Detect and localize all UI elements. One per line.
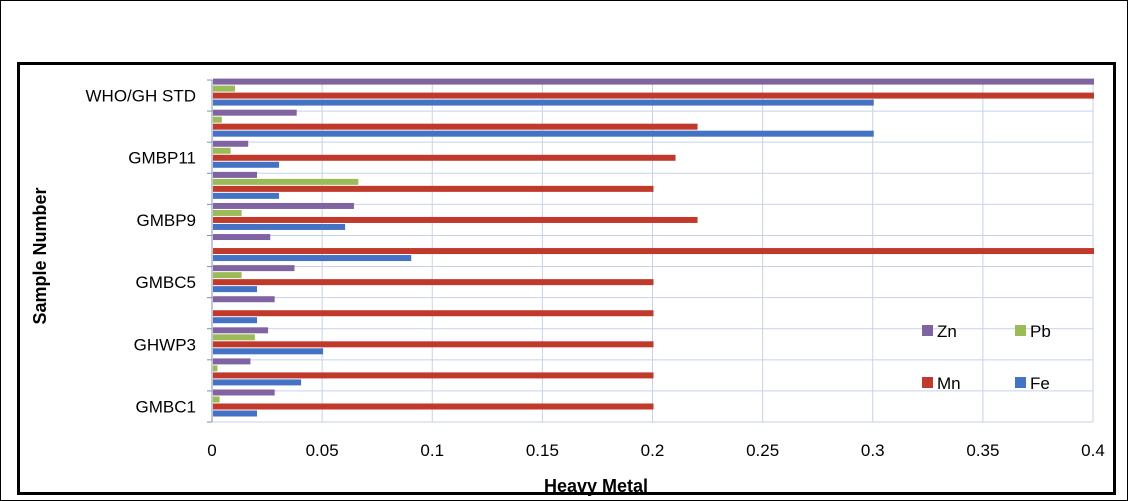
y-axis-title: Sample Number: [30, 187, 50, 324]
bar-fe: [213, 223, 346, 230]
y-tick-label: GMBP11: [128, 149, 196, 168]
y-tick-label: GMBC5: [136, 273, 196, 292]
bar-pb: [213, 334, 255, 341]
bar-zn: [213, 140, 249, 147]
bar-pb: [213, 85, 236, 92]
bar-fe: [213, 317, 258, 324]
legend-label-zn: Zn: [937, 322, 957, 341]
bar-zn: [213, 296, 275, 303]
bar-zn: [213, 109, 297, 116]
bar-zn: [213, 327, 269, 334]
legend-swatch-fe: [1015, 377, 1026, 388]
bar-fe: [213, 348, 324, 355]
bar-zn: [213, 202, 354, 209]
bar-fe: [213, 99, 874, 106]
legend-swatch-pb: [1015, 325, 1026, 336]
x-tick-label: 0.4: [1081, 441, 1105, 460]
bar-fe: [213, 410, 258, 417]
x-tick-label: 0.1: [420, 441, 444, 460]
x-tick-label: 0.2: [641, 441, 665, 460]
x-tick-label: 0.3: [861, 441, 885, 460]
bar-mn: [213, 341, 654, 348]
bar-mn: [213, 310, 654, 317]
x-tick-label: 0.35: [966, 441, 999, 460]
bar-zn: [213, 389, 275, 396]
bar-pb: [213, 116, 222, 123]
bar-fe: [213, 130, 874, 137]
bar-mn: [213, 248, 1094, 255]
bar-pb: [213, 209, 242, 216]
legend-label-mn: Mn: [937, 374, 961, 393]
bar-mn: [213, 372, 654, 379]
bar-fe: [213, 161, 280, 168]
bar-pb: [213, 272, 242, 279]
legend-swatch-mn: [922, 377, 933, 388]
bars: [213, 78, 1094, 417]
bar-mn: [213, 403, 654, 410]
x-tick-label: 0: [207, 441, 216, 460]
bar-pb: [213, 147, 231, 154]
y-tick-label: GHWP3: [134, 335, 196, 354]
bar-fe: [213, 255, 412, 262]
axes: [207, 79, 213, 423]
bar-mn: [213, 185, 654, 192]
bar-mn: [213, 279, 654, 286]
bar-fe: [213, 379, 302, 386]
bar-pb: [213, 396, 220, 403]
bar-zn: [213, 358, 251, 365]
legend-label-fe: Fe: [1030, 374, 1050, 393]
legend-label-pb: Pb: [1030, 322, 1051, 341]
bar-zn: [213, 171, 258, 178]
bar-fe: [213, 286, 258, 293]
bar-mn: [213, 216, 698, 223]
x-tick-label: 0.25: [746, 441, 779, 460]
bar-mn: [213, 154, 676, 161]
bar-pb: [213, 178, 359, 185]
legend: Zn Pb Mn Fe: [922, 322, 1051, 393]
x-tick-label: 0.05: [306, 441, 339, 460]
bar-zn: [213, 78, 1094, 85]
bar-fe: [213, 192, 280, 199]
bar-zn: [213, 265, 295, 272]
y-tick-label: WHO/GH STD: [86, 87, 197, 106]
y-tick-label: GMBC1: [136, 397, 196, 416]
bar-mn: [213, 123, 698, 130]
bar-mn: [213, 92, 1094, 99]
tick-labels: 0 0.05 0.1 0.15 0.2 0.25 0.3 0.35 0.4 GMBC1 GHWP3 G…: [86, 87, 1105, 460]
legend-swatch-zn: [922, 325, 933, 336]
x-axis-title: Heavy Metal: [544, 476, 648, 496]
y-tick-label: GMBP9: [136, 211, 196, 230]
x-tick-label: 0.15: [526, 441, 559, 460]
bar-pb: [213, 365, 218, 372]
bar-zn: [213, 234, 271, 241]
